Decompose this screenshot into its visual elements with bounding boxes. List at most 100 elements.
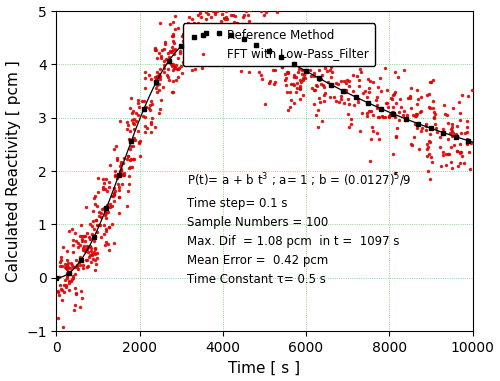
FFT with Low-Pass_Filter (209, 59, 217, 66)
FFT with Low-Pass_Filter (54, 274, 62, 280)
FFT with Low-Pass_Filter (242, 32, 250, 38)
FFT with Low-Pass_Filter (345, 83, 353, 89)
FFT with Low-Pass_Filter (262, 34, 270, 40)
FFT with Low-Pass_Filter (262, 34, 270, 40)
FFT with Low-Pass_Filter (171, 46, 179, 52)
FFT with Low-Pass_Filter (146, 107, 154, 113)
FFT with Low-Pass_Filter (269, 43, 277, 49)
FFT with Low-Pass_Filter (262, 54, 270, 60)
FFT with Low-Pass_Filter (218, 38, 226, 45)
FFT with Low-Pass_Filter (286, 55, 294, 61)
FFT with Low-Pass_Filter (456, 117, 464, 123)
FFT with Low-Pass_Filter (147, 121, 155, 127)
Reference Method (166, 59, 172, 63)
FFT with Low-Pass_Filter (458, 92, 466, 98)
FFT with Low-Pass_Filter (267, 53, 275, 59)
FFT with Low-Pass_Filter (261, 101, 269, 107)
FFT with Low-Pass_Filter (218, 11, 226, 17)
FFT with Low-Pass_Filter (114, 187, 122, 193)
FFT with Low-Pass_Filter (262, 25, 270, 31)
FFT with Low-Pass_Filter (130, 121, 138, 127)
FFT with Low-Pass_Filter (389, 151, 397, 157)
FFT with Low-Pass_Filter (124, 202, 132, 208)
FFT with Low-Pass_Filter (72, 238, 80, 244)
FFT with Low-Pass_Filter (233, 28, 241, 34)
FFT with Low-Pass_Filter (444, 112, 452, 118)
FFT with Low-Pass_Filter (386, 110, 394, 117)
FFT with Low-Pass_Filter (90, 249, 98, 255)
FFT with Low-Pass_Filter (442, 150, 450, 157)
FFT with Low-Pass_Filter (300, 38, 308, 44)
FFT with Low-Pass_Filter (423, 91, 431, 98)
FFT with Low-Pass_Filter (458, 152, 466, 158)
FFT with Low-Pass_Filter (428, 105, 436, 111)
FFT with Low-Pass_Filter (198, 40, 206, 46)
FFT with Low-Pass_Filter (206, 43, 214, 49)
FFT with Low-Pass_Filter (293, 80, 301, 86)
FFT with Low-Pass_Filter (100, 180, 108, 186)
FFT with Low-Pass_Filter (170, 89, 177, 95)
FFT with Low-Pass_Filter (257, 59, 265, 65)
FFT with Low-Pass_Filter (172, 77, 180, 83)
FFT with Low-Pass_Filter (280, 34, 288, 40)
FFT with Low-Pass_Filter (188, 35, 196, 41)
FFT with Low-Pass_Filter (152, 81, 160, 87)
FFT with Low-Pass_Filter (390, 170, 398, 176)
FFT with Low-Pass_Filter (244, 25, 252, 31)
FFT with Low-Pass_Filter (126, 164, 134, 170)
FFT with Low-Pass_Filter (418, 128, 426, 134)
FFT with Low-Pass_Filter (126, 181, 134, 187)
FFT with Low-Pass_Filter (143, 125, 151, 131)
FFT with Low-Pass_Filter (440, 101, 448, 107)
FFT with Low-Pass_Filter (171, 65, 179, 71)
FFT with Low-Pass_Filter (276, 22, 283, 28)
FFT with Low-Pass_Filter (373, 94, 381, 100)
FFT with Low-Pass_Filter (274, 59, 282, 65)
FFT with Low-Pass_Filter (206, 38, 214, 45)
FFT with Low-Pass_Filter (271, 67, 279, 73)
FFT with Low-Pass_Filter (226, 27, 234, 33)
FFT with Low-Pass_Filter (90, 193, 98, 199)
FFT with Low-Pass_Filter (403, 112, 411, 118)
FFT with Low-Pass_Filter (208, 33, 216, 39)
FFT with Low-Pass_Filter (298, 61, 306, 67)
FFT with Low-Pass_Filter (463, 118, 471, 124)
FFT with Low-Pass_Filter (124, 126, 132, 132)
FFT with Low-Pass_Filter (204, 11, 212, 17)
FFT with Low-Pass_Filter (196, 10, 204, 16)
FFT with Low-Pass_Filter (212, 28, 220, 34)
FFT with Low-Pass_Filter (110, 188, 118, 194)
FFT with Low-Pass_Filter (400, 67, 408, 73)
FFT with Low-Pass_Filter (260, 56, 268, 62)
FFT with Low-Pass_Filter (384, 114, 392, 120)
FFT with Low-Pass_Filter (427, 79, 435, 85)
FFT with Low-Pass_Filter (68, 226, 76, 232)
FFT with Low-Pass_Filter (56, 263, 64, 269)
FFT with Low-Pass_Filter (201, 56, 209, 62)
FFT with Low-Pass_Filter (262, 35, 270, 41)
FFT with Low-Pass_Filter (134, 97, 142, 103)
FFT with Low-Pass_Filter (151, 74, 159, 80)
FFT with Low-Pass_Filter (260, 12, 268, 18)
FFT with Low-Pass_Filter (342, 89, 350, 95)
FFT with Low-Pass_Filter (118, 181, 126, 187)
FFT with Low-Pass_Filter (280, 59, 287, 65)
FFT with Low-Pass_Filter (223, 51, 231, 57)
FFT with Low-Pass_Filter (384, 87, 392, 93)
FFT with Low-Pass_Filter (102, 188, 110, 194)
FFT with Low-Pass_Filter (87, 245, 95, 251)
FFT with Low-Pass_Filter (245, 34, 253, 40)
FFT with Low-Pass_Filter (340, 77, 347, 83)
Reference Method (416, 122, 422, 126)
FFT with Low-Pass_Filter (86, 221, 94, 227)
FFT with Low-Pass_Filter (229, 12, 237, 18)
FFT with Low-Pass_Filter (62, 264, 70, 270)
FFT with Low-Pass_Filter (162, 72, 170, 78)
FFT with Low-Pass_Filter (194, 20, 202, 26)
FFT with Low-Pass_Filter (426, 105, 434, 111)
FFT with Low-Pass_Filter (70, 307, 78, 313)
FFT with Low-Pass_Filter (189, 36, 197, 42)
FFT with Low-Pass_Filter (186, 0, 194, 5)
FFT with Low-Pass_Filter (222, 8, 230, 14)
FFT with Low-Pass_Filter (198, 38, 206, 45)
